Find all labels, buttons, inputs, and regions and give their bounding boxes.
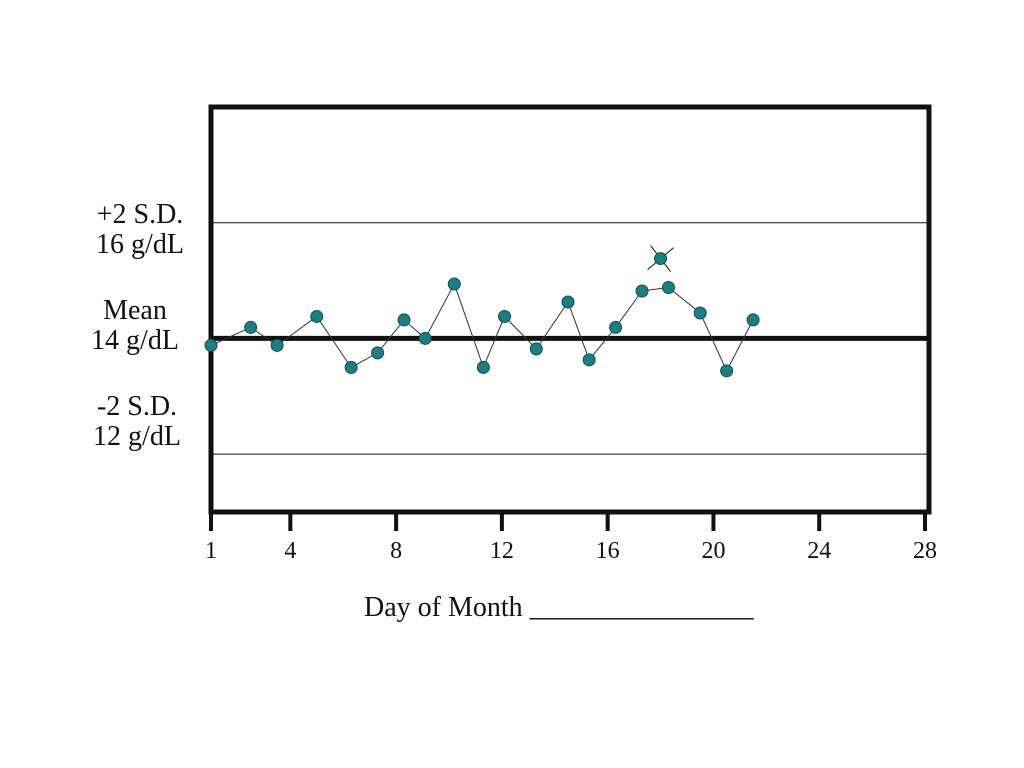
data-point xyxy=(582,353,596,367)
data-point xyxy=(371,346,385,360)
data-point xyxy=(447,277,461,291)
ref-name-plus2sd: +2 S.D. xyxy=(96,199,184,230)
data-point xyxy=(270,338,284,352)
ref-label-minus2sd: -2 S.D. 12 g/dL xyxy=(37,392,237,452)
flagged-points xyxy=(647,245,674,272)
ref-label-plus2sd: +2 S.D. 16 g/dL xyxy=(40,200,240,260)
plot-frame xyxy=(208,104,932,515)
data-point xyxy=(310,309,324,323)
x-tick-label: 8 xyxy=(390,538,402,564)
ref-label-mean: Mean 14 g/dL xyxy=(35,296,235,356)
data-line xyxy=(210,282,754,372)
x-tick-label: 1 xyxy=(205,538,217,564)
data-point xyxy=(344,360,358,374)
data-point xyxy=(244,320,258,334)
x-tick-label: 20 xyxy=(701,538,725,564)
x-tick-label: 12 xyxy=(490,538,514,564)
ref-value-minus2sd: 12 g/dL xyxy=(93,421,181,452)
x-axis-ticks: 1 4 8 12 16 20 24 28 xyxy=(205,512,937,564)
x-tick-label: 16 xyxy=(596,538,620,564)
data-point xyxy=(693,306,707,320)
data-point xyxy=(498,309,512,323)
ref-value-mean: 14 g/dL xyxy=(91,325,179,356)
data-point xyxy=(418,331,432,345)
data-point xyxy=(720,364,734,378)
flagged-point xyxy=(647,245,674,272)
x-tick-label: 28 xyxy=(913,538,937,564)
data-point xyxy=(609,320,623,334)
x-tick-label: 4 xyxy=(284,538,296,564)
data-point xyxy=(561,295,575,309)
data-point xyxy=(635,284,649,298)
data-point xyxy=(746,313,760,327)
data-point xyxy=(529,342,543,356)
data-points xyxy=(204,277,760,378)
x-axis-title: Day of Month ________________ xyxy=(364,592,754,623)
series-line xyxy=(210,282,754,372)
flagged-data-point xyxy=(654,252,668,266)
data-point xyxy=(476,360,490,374)
ref-name-mean: Mean xyxy=(103,295,167,326)
x-tick-label: 24 xyxy=(807,538,831,564)
data-point xyxy=(661,281,675,295)
data-point xyxy=(397,313,411,327)
data-point xyxy=(204,338,218,352)
ref-name-minus2sd: -2 S.D. xyxy=(96,391,178,422)
reference-lines xyxy=(211,222,929,455)
ref-value-plus2sd: 16 g/dL xyxy=(96,229,184,260)
